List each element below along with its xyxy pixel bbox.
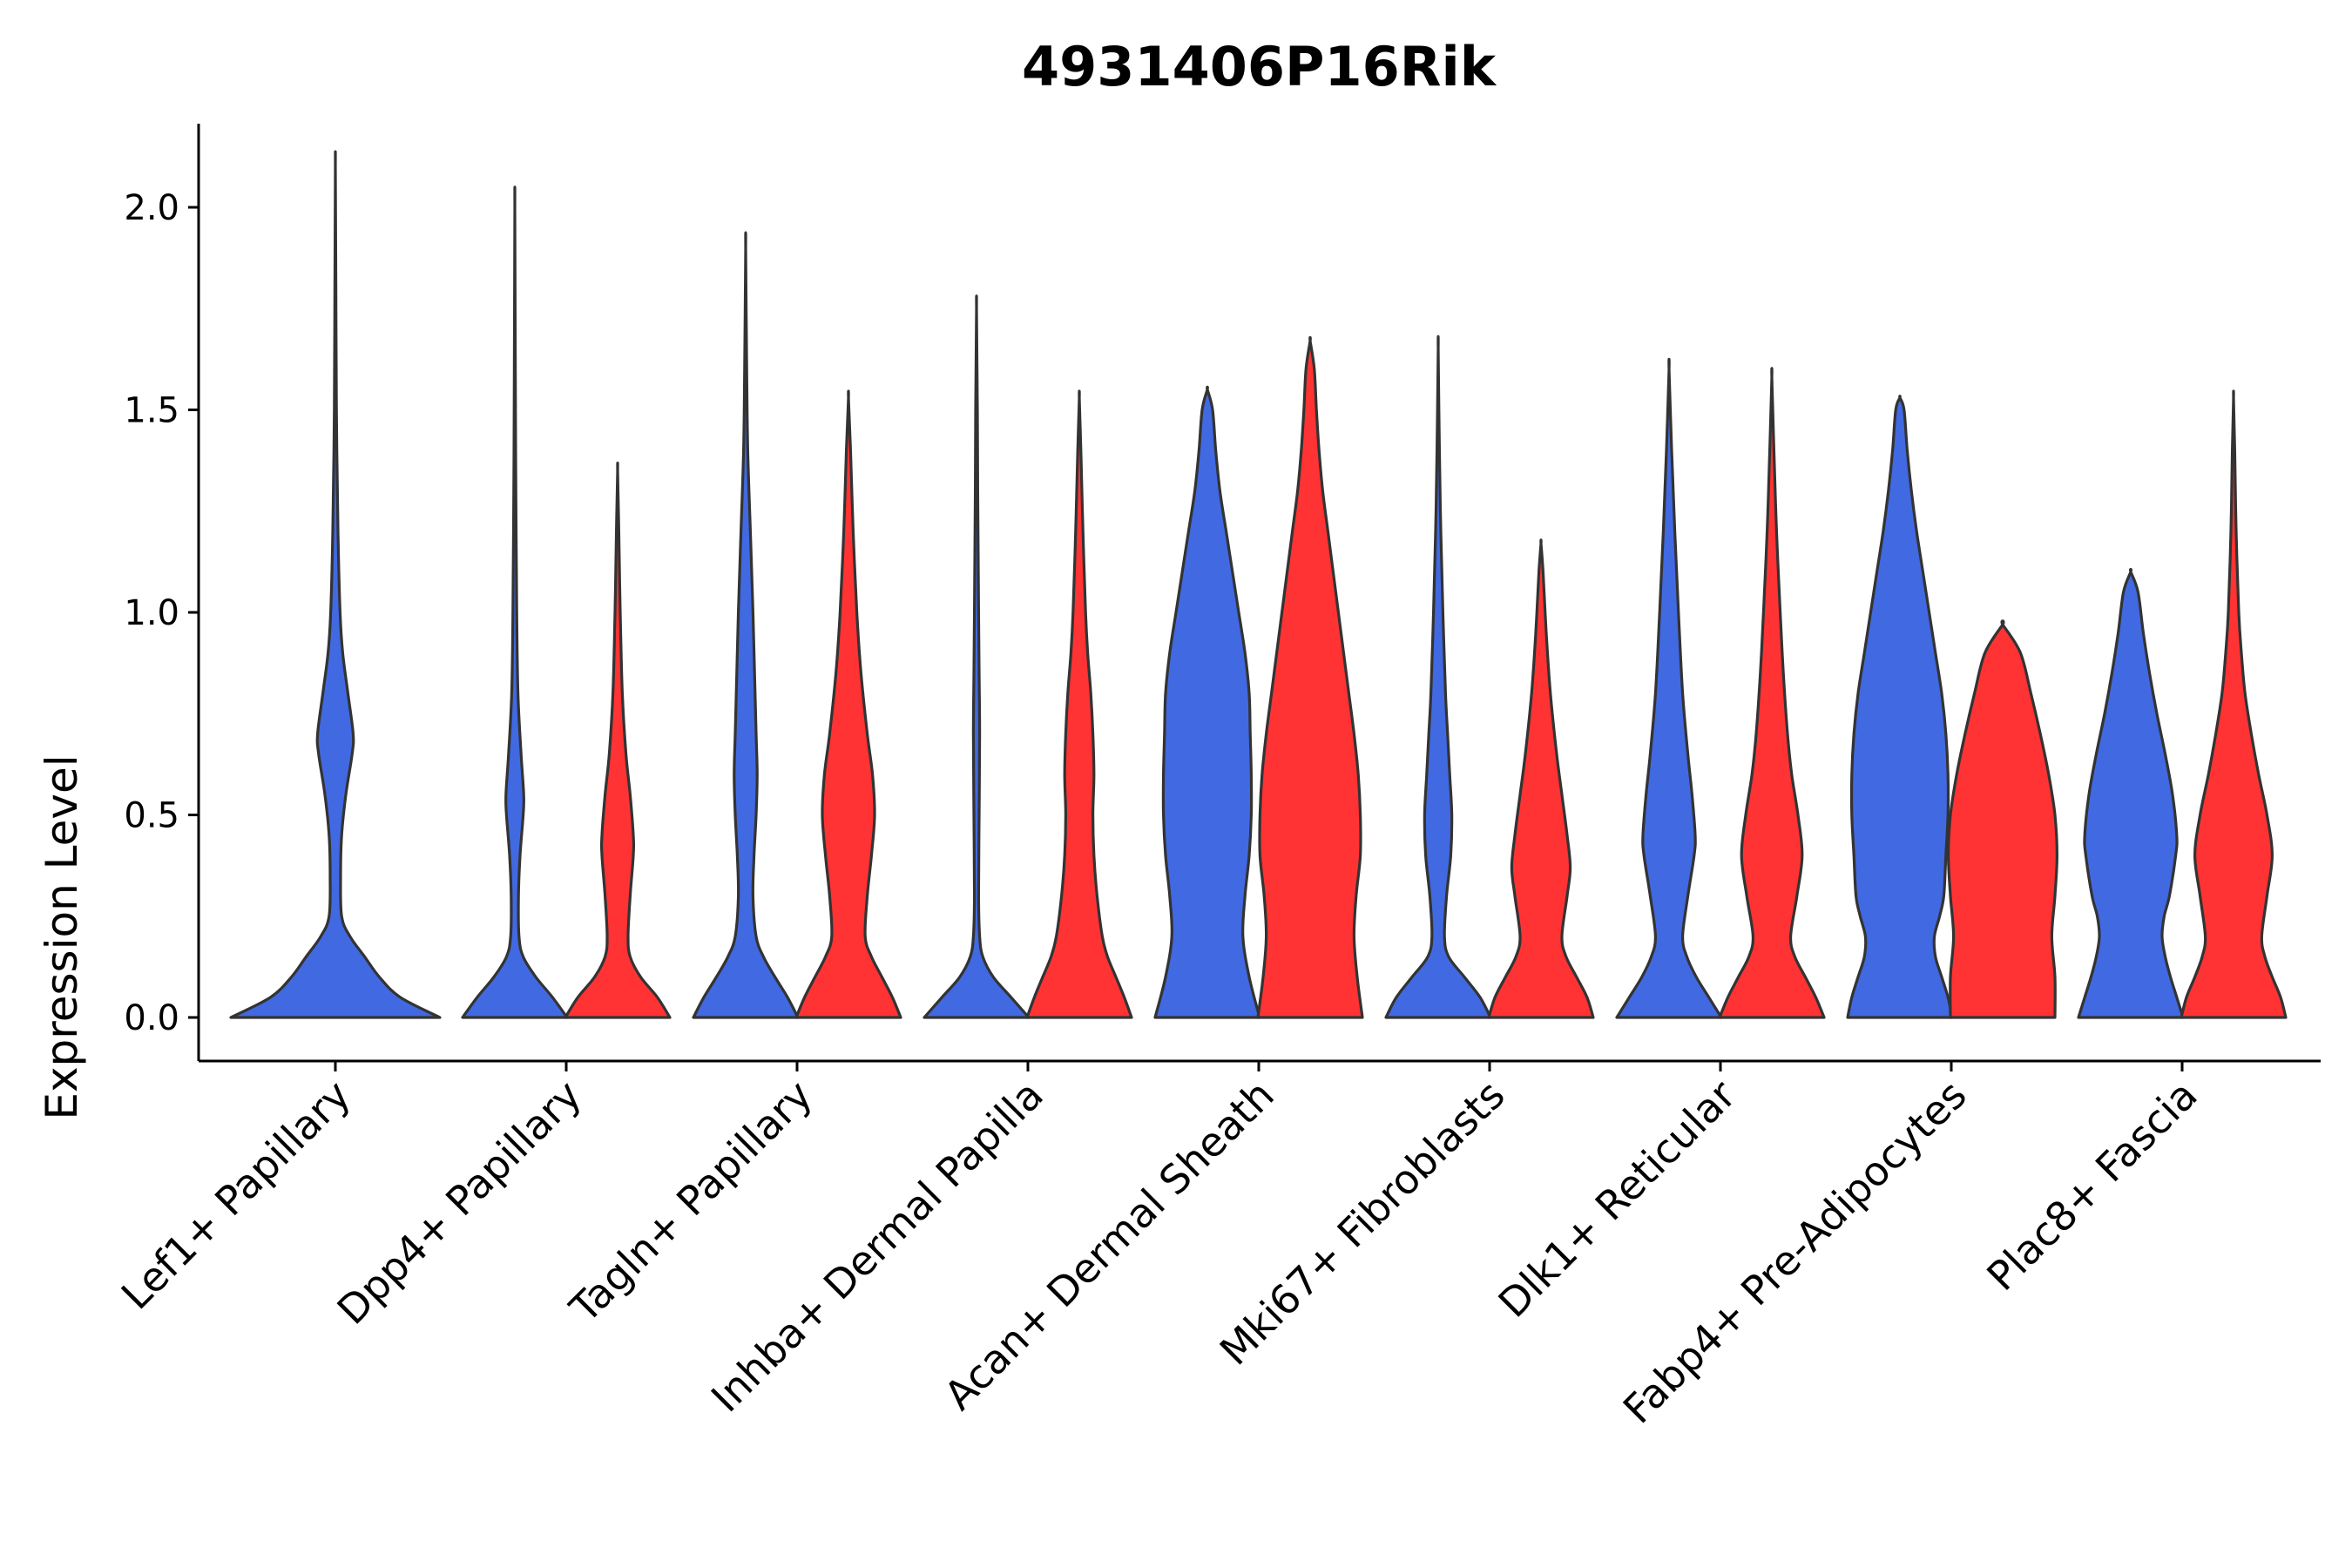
x-category-label: Dlk1+ Reticular xyxy=(1490,1071,1745,1327)
violin-plac8-fascia-series-1 xyxy=(2077,567,2185,1019)
y-tick-label: 0.0 xyxy=(124,998,179,1038)
violin-fabp4-pre-adipocytes-series-2 xyxy=(1947,619,2058,1019)
violin-fabp4-pre-adipocytes-series-1 xyxy=(1846,395,1954,1019)
x-category-label: Dpp4+ Papillary xyxy=(328,1071,591,1334)
violin-dpp4-papillary-series-1 xyxy=(461,186,569,1019)
violin-inhba-dermal-papilla-series-1 xyxy=(923,294,1031,1019)
x-category-label: Tagln+ Papillary xyxy=(560,1071,821,1333)
violin-tagln-papillary-series-2 xyxy=(794,389,902,1019)
y-tick-label: 1.0 xyxy=(124,593,179,633)
y-tick-label: 0.5 xyxy=(124,796,179,836)
violin-acan-dermal-sheath-series-2 xyxy=(1256,335,1364,1019)
violin-mki67-fibroblasts-series-2 xyxy=(1487,538,1595,1019)
chart-title: 4931406P16Rik xyxy=(1022,35,1497,98)
y-axis-label: Expression Level xyxy=(37,754,87,1119)
violin-tagln-papillary-series-1 xyxy=(692,231,800,1019)
x-category-label: Plac8+ Fascia xyxy=(1977,1071,2206,1300)
y-tick-label: 1.5 xyxy=(124,391,179,431)
x-category-label: Lef1+ Papillary xyxy=(112,1071,360,1319)
violin-dpp4-papillary-series-2 xyxy=(564,461,672,1019)
violin-acan-dermal-sheath-series-1 xyxy=(1153,385,1261,1019)
violin-dlk1-reticular-series-2 xyxy=(1718,367,1826,1019)
y-tick-label: 2.0 xyxy=(124,188,179,228)
violins-group xyxy=(229,150,2288,1019)
y-ticks-group: 0.0 0.5 1.0 1.5 2.0 xyxy=(124,188,199,1038)
violin-mki67-fibroblasts-series-1 xyxy=(1384,335,1492,1019)
violin-lef1-papillary-series-1 xyxy=(229,150,442,1019)
violin-dlk1-reticular-series-1 xyxy=(1615,357,1723,1019)
violin-inhba-dermal-papilla-series-2 xyxy=(1025,389,1133,1019)
violin-plac8-fascia-series-2 xyxy=(2180,389,2288,1019)
